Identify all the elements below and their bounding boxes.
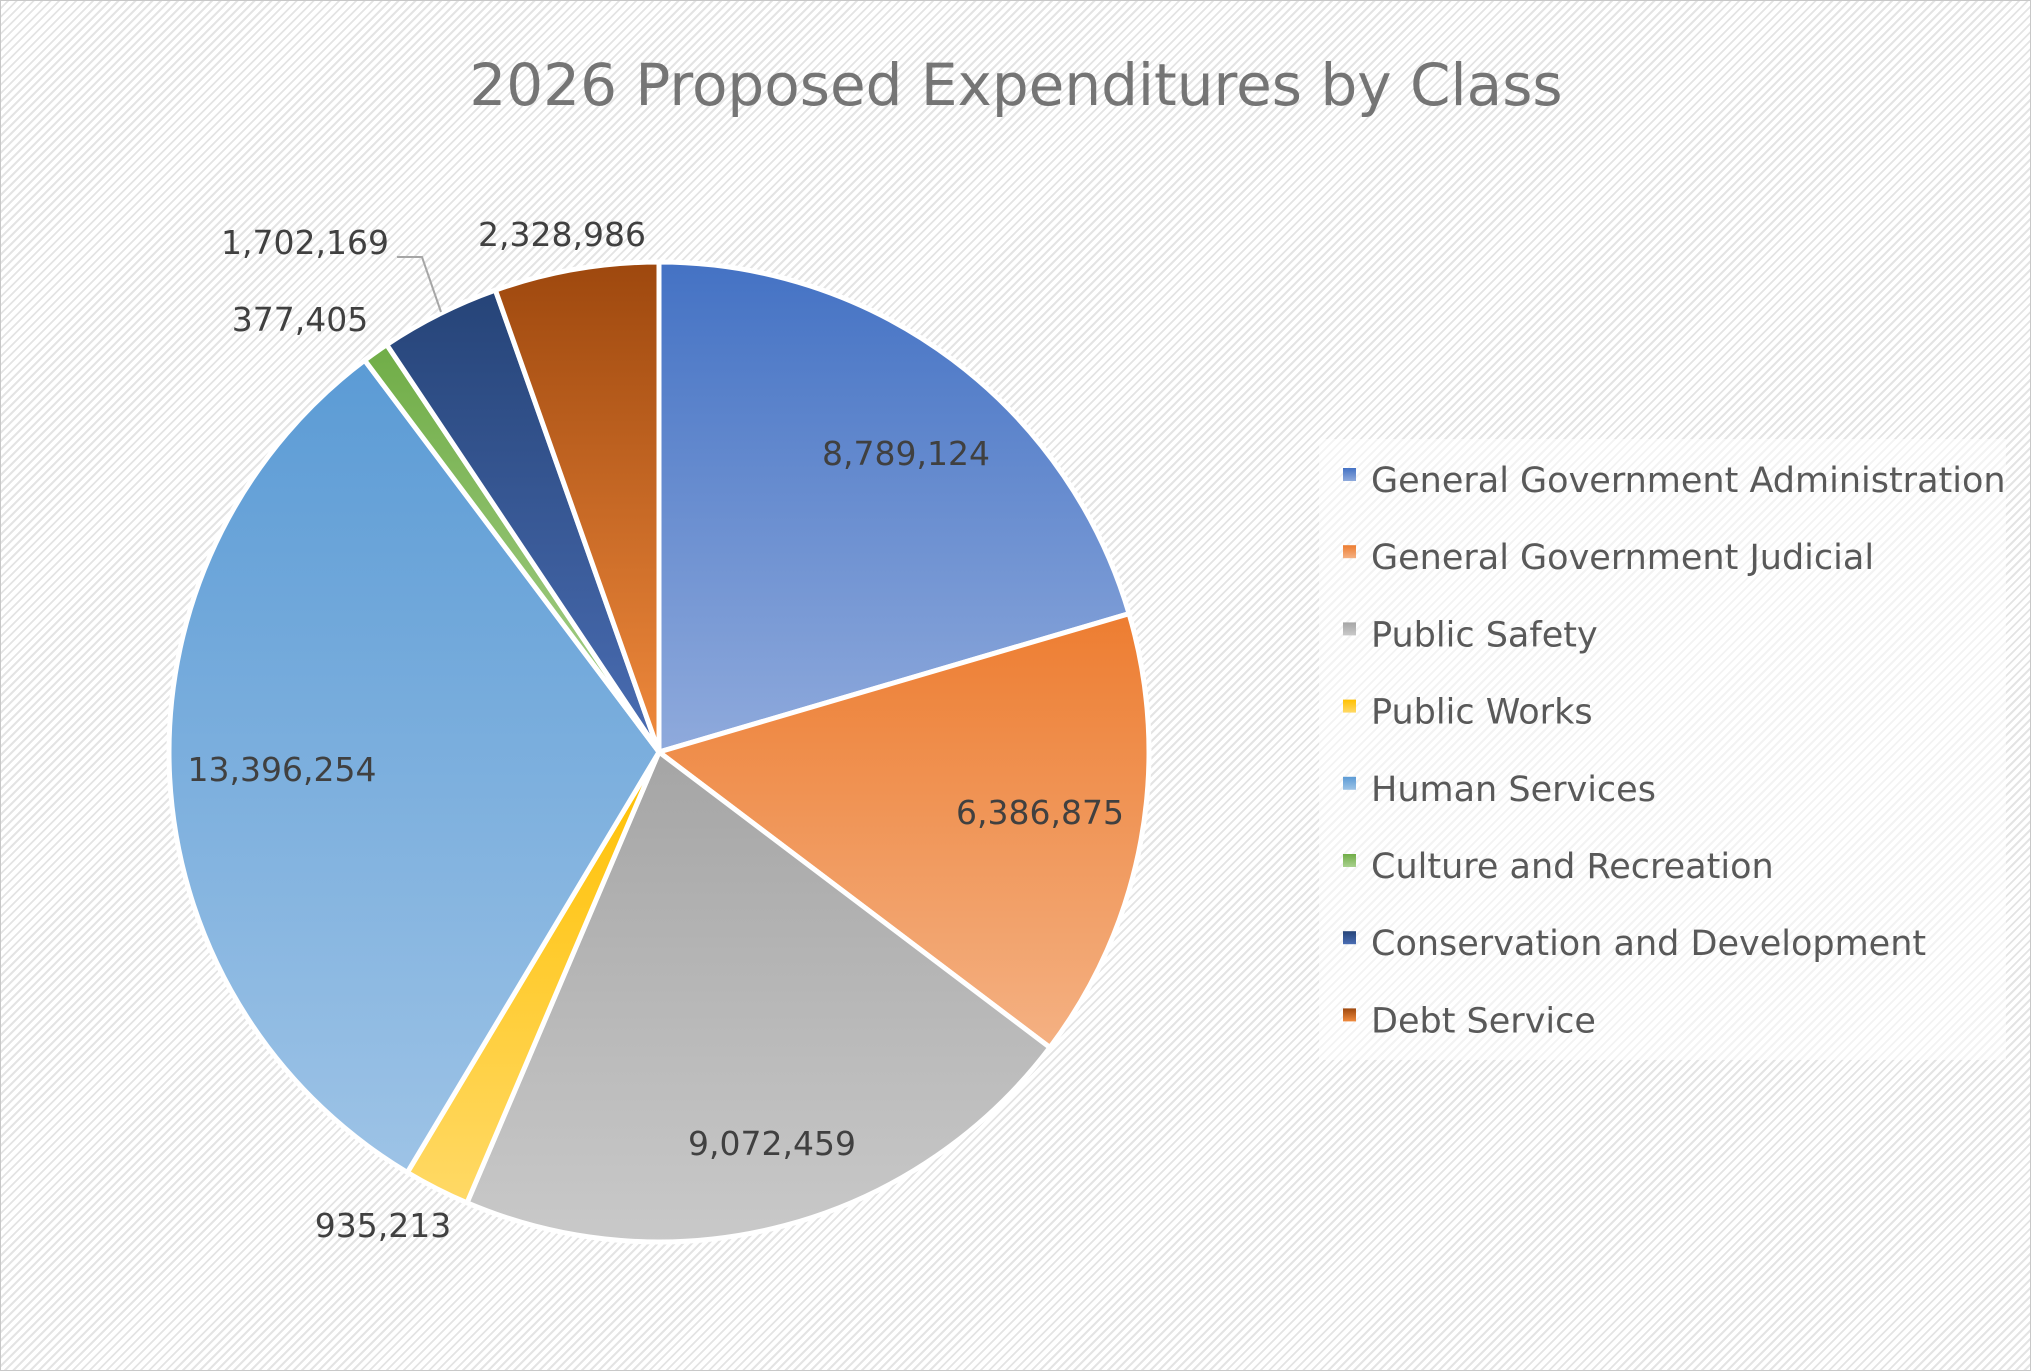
legend-marker [1343,622,1356,636]
legend-marker [1343,1008,1356,1022]
legend-marker [1343,931,1356,945]
data-label: 1,702,169 [221,223,389,262]
leader-line [397,256,442,313]
pie-slice [492,259,662,755]
legend-entry: Debt Service [1371,1001,1596,1041]
legend-box [1319,439,2006,1060]
legend-entry: Public Safety [1371,615,1598,655]
legend-marker [1343,545,1356,559]
data-label: 377,405 [232,300,368,339]
legend-entry: Human Services [1371,770,1656,810]
data-label: 6,386,875 [956,793,1124,832]
legend-entry: Public Works [1371,693,1593,733]
pie-slice [166,357,662,1175]
chart-title: 2026 Proposed Expenditures by Class [469,51,1562,119]
legend: General Government Administration General… [1343,461,2006,1041]
legend-entry: Culture and Recreation [1371,847,1774,887]
pie-slice [464,749,1053,1245]
data-label: 935,213 [315,1206,451,1245]
legend-marker [1343,854,1356,867]
legend-entry: Conservation and Development [1371,924,1926,964]
data-label: 13,396,254 [188,750,377,789]
legend-marker [1343,699,1356,713]
legend-marker [1343,776,1356,790]
legend-marker [1343,468,1356,481]
pie-slice [656,259,1132,755]
legend-entry: General Government Judicial [1371,538,1874,578]
pie-slice [656,611,1152,1050]
data-label: 9,072,459 [688,1124,856,1163]
data-label: 8,789,124 [822,434,990,473]
legend-entry: General Government Administration [1371,461,2006,501]
data-label: 2,328,986 [478,215,646,254]
